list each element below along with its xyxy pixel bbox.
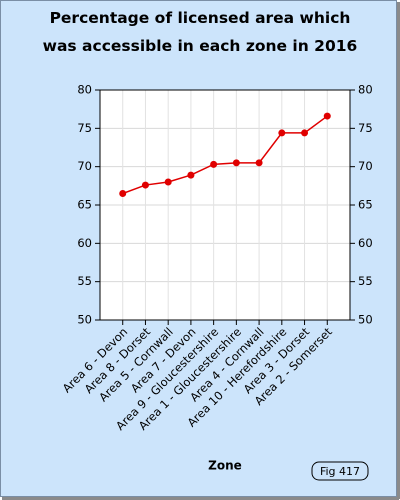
data-point (323, 112, 331, 120)
y2-tick-label: 80 (358, 83, 373, 97)
data-point (278, 129, 286, 137)
figure-label-box (311, 461, 369, 481)
y-tick-label: 75 (77, 121, 92, 135)
y-tick-label: 60 (77, 236, 92, 250)
data-point (301, 129, 309, 137)
y2-tick-label: 60 (358, 236, 373, 250)
y2-tick-label: 70 (358, 159, 373, 173)
chart-title: Percentage of licensed area which was ac… (42, 9, 358, 55)
y2-tick-label: 50 (358, 313, 373, 327)
data-point (141, 181, 149, 189)
data-point (255, 159, 263, 167)
shadow (397, 2, 400, 499)
data-point (187, 171, 195, 179)
data-point (164, 178, 172, 186)
figure-label: Fig 417 (320, 465, 360, 478)
y2-tick-label: 75 (358, 121, 373, 135)
y-tick-label: 70 (77, 159, 92, 173)
x-axis-label: Zone (208, 459, 242, 473)
y2-tick-label: 55 (358, 274, 373, 288)
data-line (122, 115, 328, 195)
data-point (232, 159, 240, 167)
shadow (2, 497, 399, 500)
y-tick-label: 65 (77, 198, 92, 212)
data-point (210, 160, 218, 168)
y-tick-label: 80 (77, 83, 92, 97)
y-tick-label: 50 (77, 313, 92, 327)
y2-tick-label: 65 (358, 198, 373, 212)
data-point (119, 190, 127, 197)
y-tick-label: 55 (77, 274, 92, 288)
